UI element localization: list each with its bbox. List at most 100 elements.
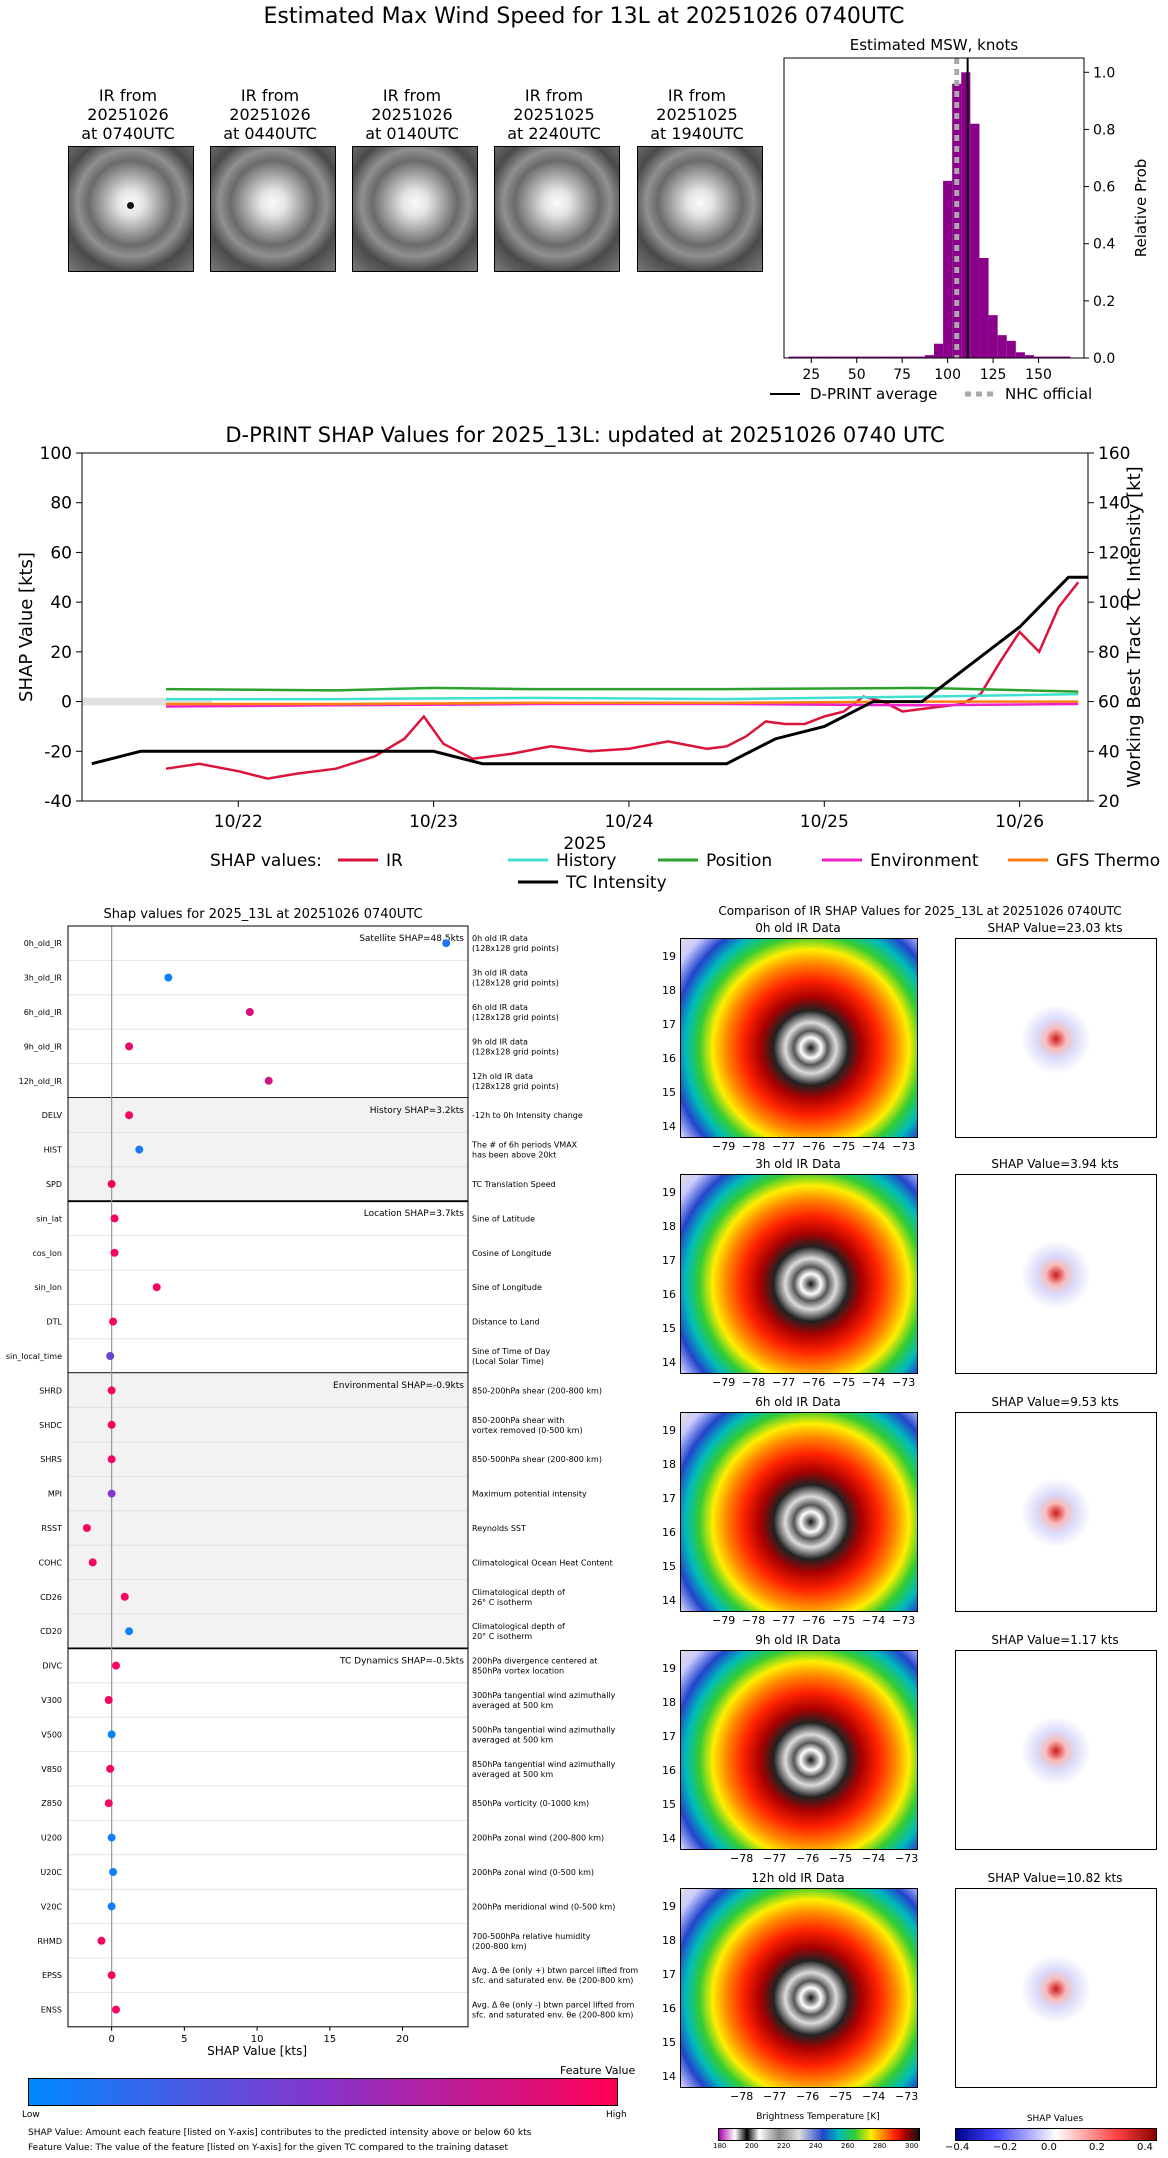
shap-tick-label: 0.4: [1137, 2142, 1153, 2153]
ir-x-tick-label: −79: [712, 1376, 736, 1389]
shap-point: [112, 1661, 120, 1670]
histogram-y-label: Relative Prob: [1132, 159, 1150, 258]
feature-description: TC Translation Speed: [471, 1180, 556, 1189]
scatter-x-tick-label: 0: [108, 2034, 114, 2045]
feature-description: -12h to 0h Intensity change: [472, 1111, 583, 1120]
ir-x-tick-label: −75: [832, 1614, 856, 1627]
shap-point: [135, 1145, 144, 1154]
ir-x-tick-label: −74: [862, 2090, 886, 2103]
feature-description: 500hPa tangential wind azimuthally: [472, 1725, 616, 1734]
ir-x-tick-label: −76: [796, 1852, 820, 1865]
feature-description: 9h old IR data: [472, 1037, 528, 1046]
y2-tick-label: 160: [1098, 444, 1130, 464]
shap-panel-title: SHAP Value=23.03 kts: [987, 921, 1123, 935]
ir-panel-title: 6h old IR Data: [755, 1395, 841, 1409]
feature-description: Climatological Ocean Heat Content: [472, 1558, 613, 1567]
footnote-shap: SHAP Value: Amount each feature [listed …: [28, 2128, 532, 2138]
feature-description: 700-500hPa relative humidity: [472, 1932, 591, 1941]
shap-heat-blob: [1016, 999, 1096, 1079]
series-line-history: [165, 692, 1079, 701]
feature-description: Cosine of Longitude: [472, 1249, 552, 1258]
feature-description: (128x128 grid points): [472, 1013, 559, 1022]
ir-y-tick-label: 14: [662, 1120, 676, 1133]
shap-point: [112, 2005, 120, 2014]
group-label: Location SHAP=3.7kts: [364, 1209, 465, 1219]
feature-description: 850hPa vorticity (0-1000 km): [472, 1799, 589, 1808]
histogram-y-tick-label: 0.2: [1093, 294, 1115, 310]
ir-x-tick-label: −75: [829, 1852, 853, 1865]
ir-panel-title: 9h old IR Data: [755, 1633, 841, 1647]
ir-x-tick-label: −74: [862, 1614, 886, 1627]
feature-description: The # of 6h periods VMAX: [471, 1141, 578, 1150]
legend-label: TC Intensity: [565, 873, 667, 893]
scatter-title: Shap values for 2025_13L at 20251026 074…: [103, 907, 422, 922]
feature-name: SHDC: [39, 1421, 62, 1430]
feature-description: Reynolds SST: [472, 1524, 526, 1533]
ir-x-tick-label: −76: [796, 2090, 820, 2103]
ir-x-tick-label: −73: [895, 1852, 919, 1865]
histogram-bar: [952, 83, 962, 358]
y2-tick-label: 20: [1098, 792, 1120, 812]
bt-tick-label: 220: [777, 2142, 791, 2150]
feature-description: vortex removed (0-500 km): [472, 1426, 583, 1435]
ir-x-tick-label: −76: [802, 1140, 826, 1153]
feature-name: 12h_old_IR: [19, 1077, 63, 1086]
ir-x-tick-label: −74: [862, 1852, 886, 1865]
shap-tick-label: −0.4: [945, 2142, 970, 2153]
histogram-bar: [797, 356, 807, 358]
bt-tick-label: 280: [873, 2142, 887, 2150]
shap-map: [955, 1174, 1157, 1374]
feature-description: Climatological depth of: [472, 1622, 565, 1631]
shap-point: [107, 1833, 116, 1842]
shap-map: [955, 1650, 1157, 1850]
feature-name: MPI: [48, 1490, 62, 1499]
ir-y-tick-label: 17: [662, 1018, 676, 1031]
shap-point: [107, 1386, 116, 1395]
shap-point: [107, 1971, 116, 1980]
x-axis-label: 2025: [563, 834, 606, 854]
histogram-bar: [852, 356, 862, 358]
histogram-y-tick-label: 0.8: [1093, 122, 1115, 138]
feature-name: sin_local_time: [6, 1352, 62, 1361]
legend-label: GFS Thermo: [1056, 851, 1160, 871]
shap-point: [152, 1283, 161, 1292]
feature-description: 200hPa zonal wind (0-500 km): [472, 1868, 594, 1877]
feature-colorbar-high: High: [606, 2110, 627, 2120]
timeseries-frame: [81, 452, 1089, 802]
ir-x-tick-label: −77: [763, 1852, 787, 1865]
feature-description: 6h old IR data: [472, 1003, 528, 1012]
feature-description: Maximum potential intensity: [472, 1490, 587, 1499]
shap-tick-label: 0.2: [1089, 2142, 1105, 2153]
feature-description: averaged at 500 km: [472, 1770, 553, 1779]
shap-heat-blob: [1016, 1949, 1096, 2029]
shap-panel-title: SHAP Value=9.53 kts: [991, 1395, 1119, 1409]
ir-thumbnail-image: [68, 146, 194, 272]
bt-tick-label: 240: [809, 2142, 823, 2150]
histogram-bar: [979, 258, 989, 358]
x-tick-label: 10/25: [800, 812, 849, 832]
feature-description: 200hPa meridional wind (0-500 km): [472, 1902, 615, 1911]
ir-y-tick-label: 15: [662, 1560, 676, 1573]
ir-y-tick-label: 18: [662, 1934, 676, 1947]
y2-tick-label: 100: [1098, 593, 1130, 613]
ir-y-tick-label: 18: [662, 1696, 676, 1709]
group-label: Satellite SHAP=48.5kts: [359, 934, 464, 944]
ir-thumbnail-image: [210, 146, 336, 272]
shap-point: [120, 1592, 129, 1601]
feature-description: 850-500hPa shear (200-800 km): [472, 1455, 602, 1464]
brightness-temp-colorbar: [718, 2128, 920, 2141]
feature-name: V300: [41, 1696, 62, 1705]
histogram-bar: [915, 356, 925, 358]
ir-y-tick-label: 18: [662, 984, 676, 997]
histogram-bar: [1061, 356, 1071, 358]
series-line-ir: [165, 581, 1080, 780]
feature-description: (Local Solar Time): [472, 1357, 544, 1366]
feature-description: 12h old IR data: [472, 1072, 533, 1081]
shap-tick-label: 0.0: [1041, 2142, 1057, 2153]
ir-y-tick-label: 17: [662, 1254, 676, 1267]
ir-thumbnail-image: [637, 146, 763, 272]
feature-name: V500: [41, 1730, 62, 1739]
ir-thumbnail-title: IR from 20251025 at 2240UTC: [507, 86, 601, 143]
histogram-y-tick-label: 0.0: [1093, 351, 1115, 367]
histogram-bar: [1043, 356, 1053, 358]
